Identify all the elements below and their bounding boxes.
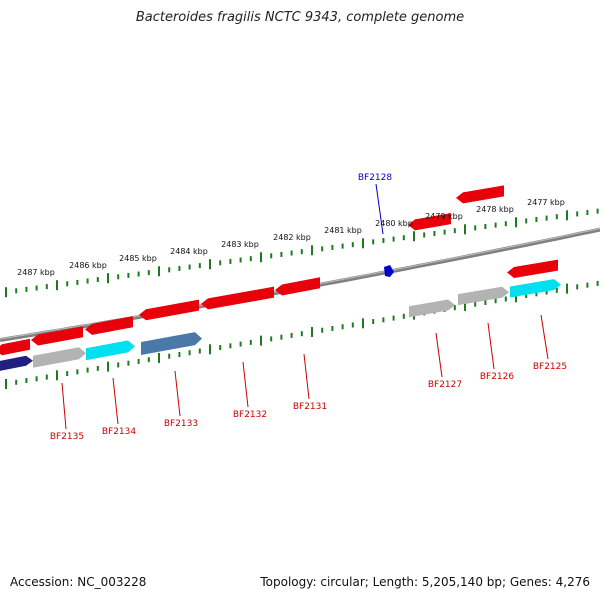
scale-label: 2483 kbp	[221, 240, 259, 249]
scale-label: 2485 kbp	[119, 254, 157, 263]
scale-label: 2477 kbp	[527, 198, 565, 207]
label-leader-line	[540, 314, 549, 360]
label-leader-line	[174, 370, 181, 417]
scale-label: 2482 kbp	[273, 233, 311, 242]
outer-tick-track	[5, 208, 599, 298]
gene-bar-gray[interactable]	[33, 347, 86, 368]
gene-label[interactable]: BF2135	[50, 432, 84, 442]
gene-features	[0, 185, 561, 371]
scale-label: 2481 kbp	[324, 226, 362, 235]
label-leader-line	[375, 183, 384, 235]
gene-bar-steel[interactable]	[141, 332, 202, 355]
gene-label[interactable]: BF2125	[533, 362, 567, 372]
genome-summary-text: Topology: circular; Length: 5,205,140 bp…	[260, 575, 590, 589]
scale-label: 2479 kbp	[425, 212, 463, 221]
gene-label[interactable]: BF2127	[428, 380, 462, 390]
gene-arrow-bf2133[interactable]	[85, 316, 133, 335]
gene-label[interactable]: BF2131	[293, 402, 327, 412]
gene-label[interactable]: BF2132	[233, 410, 267, 420]
gene-arrow-bf2135[interactable]	[0, 338, 30, 356]
label-leader-line	[112, 377, 119, 425]
gene-bar-cyan[interactable]	[86, 340, 135, 361]
gene-arrow-bf2132-a[interactable]	[139, 299, 199, 321]
gene-bar-gray-right-2[interactable]	[458, 286, 509, 306]
genome-title: Bacteroides fragilis NCTC 9343, complete…	[135, 10, 465, 25]
accession-text: Accession: NC_003228	[10, 575, 147, 589]
label-leader-line	[242, 361, 249, 408]
gene-arrow-bf2131[interactable]	[275, 277, 320, 296]
gene-arrow-bf2134[interactable]	[31, 326, 83, 346]
scale-label: 2484 kbp	[170, 247, 208, 256]
gene-arrow-bf2127[interactable]	[408, 213, 451, 231]
scale-label: 2478 kbp	[476, 205, 514, 214]
scale-labels: 2487 kbp 2486 kbp 2485 kbp 2484 kbp 2483 kbp…	[17, 198, 565, 277]
gene-labels: BF2128 BF2135 BF2134 BF2133 BF2132 BF2131 BF21…	[50, 173, 567, 442]
gene-label[interactable]: BF2134	[102, 427, 137, 437]
label-leader-line	[487, 322, 495, 370]
gene-label[interactable]: BF2133	[164, 419, 198, 429]
label-leader-line	[303, 353, 310, 400]
gene-arrow-bf2128[interactable]	[384, 265, 394, 277]
gene-arrow-bf2126[interactable]	[456, 185, 504, 204]
gene-arrow-bf2132-b[interactable]	[201, 286, 274, 310]
label-leader-line	[61, 382, 67, 430]
scale-label: 2480 kbp	[375, 219, 413, 228]
label-leader-line	[435, 332, 443, 378]
gene-bar-gray-right-1[interactable]	[409, 299, 455, 318]
scale-label: 2487 kbp	[17, 268, 55, 277]
gene-label[interactable]: BF2128	[358, 173, 393, 183]
label-leaders	[61, 183, 549, 430]
gene-arrow-bf2125[interactable]	[507, 259, 558, 278]
gene-label[interactable]: BF2126	[480, 372, 515, 382]
gene-bar-cyan-right[interactable]	[510, 279, 561, 298]
scale-label: 2486 kbp	[69, 261, 107, 270]
gene-bar-navy[interactable]	[0, 355, 33, 372]
